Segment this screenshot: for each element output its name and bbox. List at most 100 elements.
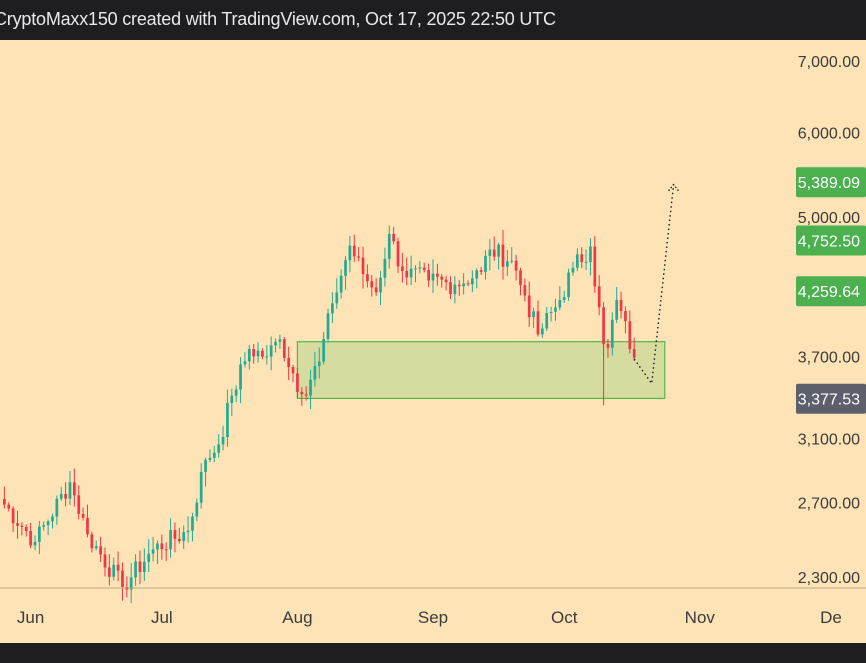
candle-body	[514, 260, 518, 271]
x-tick-label: Aug	[282, 608, 312, 627]
candle-body	[129, 577, 133, 590]
candle-body	[51, 516, 54, 522]
candle-body	[3, 499, 6, 505]
price-chart[interactable]: 7,000.00 6,000.00 5,000.00 3,700.00 3,100.00…	[0, 40, 866, 643]
candle-body	[59, 493, 63, 499]
candle-body	[142, 561, 146, 572]
candle-body	[256, 350, 260, 357]
candle-body	[309, 379, 312, 396]
candle-body	[134, 561, 137, 578]
candle-body	[291, 367, 295, 374]
candle-body	[593, 246, 597, 287]
candle-body	[409, 268, 413, 278]
y-tick-label: 3,100.00	[798, 431, 860, 448]
candle-body	[317, 361, 321, 366]
candle-body	[177, 538, 181, 542]
candle-body	[116, 564, 120, 571]
candle-body	[11, 508, 15, 524]
candle-body	[107, 567, 111, 577]
price-label-box	[796, 383, 866, 414]
candle-body	[532, 311, 535, 318]
candle-body	[7, 504, 11, 509]
candle-body	[540, 328, 544, 335]
candle-body	[164, 549, 168, 551]
candle-body	[304, 394, 308, 396]
candle-body	[632, 348, 636, 358]
candle-body	[610, 319, 614, 348]
candle-body	[615, 299, 619, 320]
candle-body	[252, 349, 256, 357]
candle-body	[501, 244, 505, 267]
candle-body	[471, 278, 474, 285]
candle-body	[554, 307, 557, 312]
candle-body	[195, 502, 199, 517]
candle-body	[379, 277, 382, 293]
candle-body	[444, 279, 448, 283]
candle-body	[462, 283, 465, 287]
projection-path	[633, 184, 675, 386]
price-label: 5,389.09	[798, 175, 860, 192]
y-tick-label: 2,300.00	[798, 570, 860, 587]
candle-body	[300, 391, 304, 395]
candle-body	[64, 493, 67, 499]
candle-body	[274, 341, 277, 346]
candle-body	[619, 299, 623, 312]
candle-body	[16, 523, 19, 526]
candle-body	[243, 361, 247, 365]
candle-body	[94, 546, 98, 549]
candle-body	[348, 245, 352, 261]
candle-body	[545, 312, 549, 329]
candle-body	[431, 273, 435, 281]
candle-body	[221, 437, 225, 445]
candle-body	[217, 444, 221, 453]
candle-body	[519, 270, 522, 286]
candle-body	[239, 364, 242, 390]
candle-body	[331, 303, 334, 314]
candle-body	[352, 245, 356, 257]
candle-body	[212, 452, 216, 458]
candle-body	[20, 525, 24, 527]
candle-body	[549, 311, 553, 313]
attribution-bar: CryptoMaxx150 created with TradingView.c…	[0, 0, 866, 40]
candle-body	[339, 275, 343, 293]
candle-body	[479, 270, 483, 272]
candle-body	[571, 267, 575, 273]
candle-body	[90, 534, 94, 549]
candle-body	[584, 261, 588, 263]
x-tick-label: Oct	[551, 608, 578, 627]
candle-body	[226, 403, 229, 438]
bottom-bar	[0, 643, 866, 663]
candle-body	[156, 543, 159, 550]
candle-body	[46, 521, 50, 526]
candle-body	[457, 284, 461, 287]
candle-body	[77, 495, 81, 514]
candle-body	[374, 287, 378, 293]
candle-body	[147, 553, 151, 562]
x-tick-label: Sep	[418, 608, 448, 627]
candle-body	[151, 549, 155, 554]
price-label-box	[796, 276, 866, 307]
candle-body	[86, 517, 89, 535]
y-tick-label: 3,700.00	[798, 349, 860, 366]
candle-body	[24, 526, 28, 532]
candle-body	[261, 350, 264, 357]
candle-body	[278, 339, 282, 342]
candle-body	[81, 513, 85, 518]
attribution-text: CryptoMaxx150 created with TradingView.c…	[0, 9, 556, 29]
candle-body	[326, 313, 330, 340]
candle-body	[204, 459, 207, 472]
candle-body	[497, 244, 500, 257]
candle-body	[624, 311, 627, 322]
candle-body	[173, 530, 177, 539]
candle-body	[523, 285, 527, 296]
x-tick-label: Jun	[17, 608, 44, 627]
candle-body	[361, 257, 365, 275]
candle-body	[335, 292, 339, 304]
candle-body	[401, 266, 404, 271]
candle-body	[191, 516, 194, 531]
candle-body	[29, 531, 32, 546]
candle-body	[370, 281, 374, 288]
candle-body	[234, 389, 238, 396]
candle-body	[269, 345, 273, 357]
candle-body	[186, 530, 190, 533]
